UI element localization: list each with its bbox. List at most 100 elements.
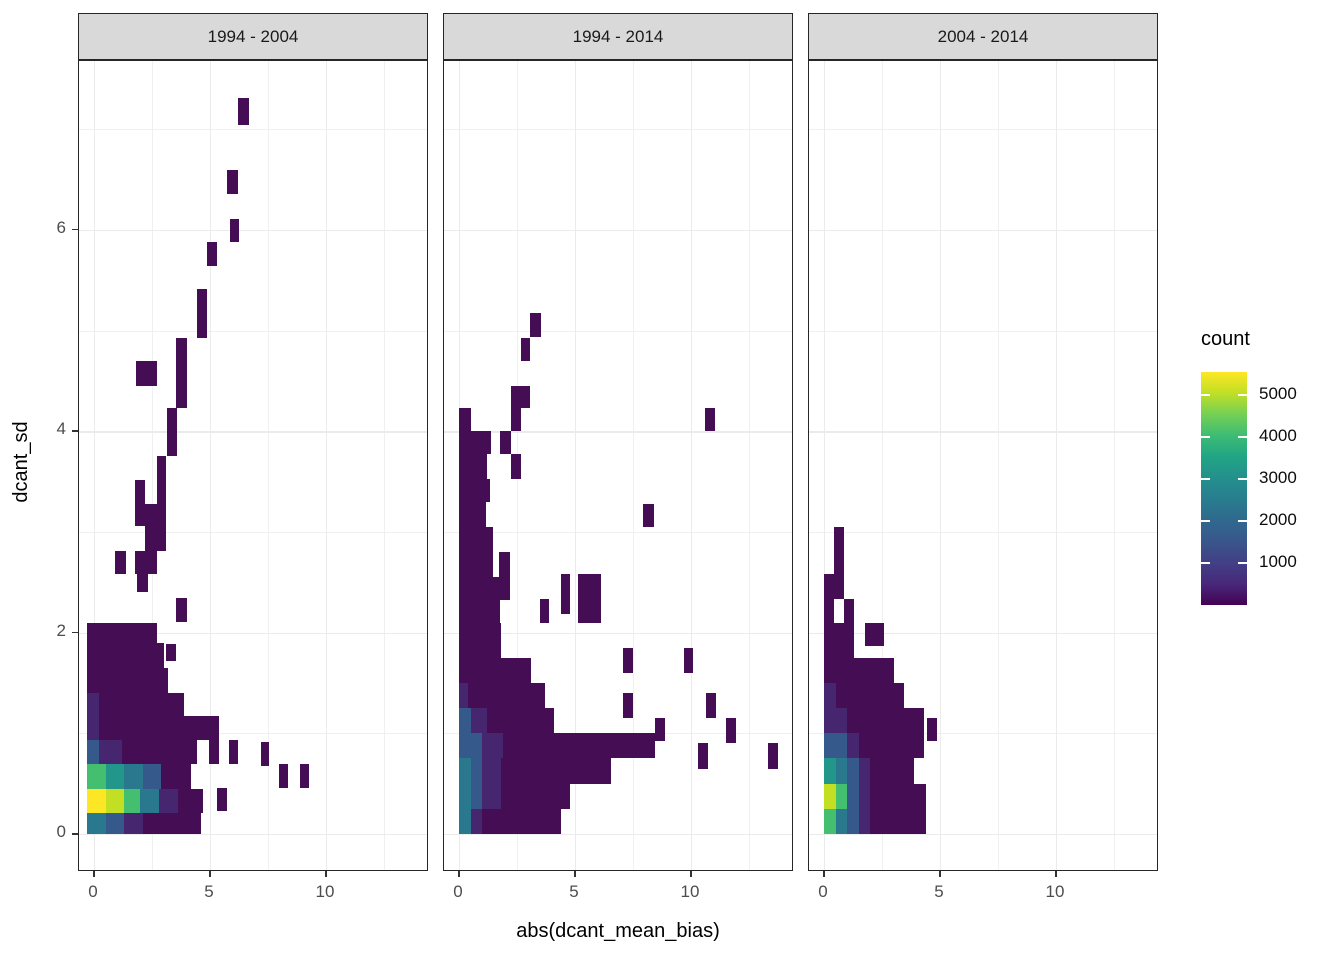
heatmap-tile — [642, 503, 654, 527]
heatmap-tile — [486, 708, 555, 734]
x-tick-label: 10 — [1045, 882, 1065, 901]
x-axis-tick — [690, 871, 692, 877]
heatmap-tile — [135, 503, 166, 526]
heatmap-tile — [124, 763, 143, 789]
heatmap-tile — [167, 408, 178, 457]
heatmap-tile — [105, 812, 125, 834]
heatmap-tile — [208, 740, 220, 764]
heatmap-tile — [510, 408, 521, 432]
heatmap-tile — [561, 574, 571, 615]
heatmap-tile — [459, 657, 531, 683]
y-gridline-minor — [79, 733, 427, 735]
heatmap-tile — [142, 812, 201, 834]
heatmap-tile — [577, 574, 601, 623]
heatmap-tile — [835, 783, 848, 809]
heatmap-tile — [500, 431, 511, 455]
y-axis-tick — [72, 430, 78, 432]
heatmap-tile — [725, 718, 737, 744]
y-gridline-minor — [809, 129, 1157, 131]
heatmap-tile — [105, 788, 124, 813]
heatmap-tile — [459, 431, 491, 455]
heatmap-tile — [161, 763, 192, 789]
heatmap-tile — [136, 569, 149, 593]
legend-tick-label: 2000 — [1259, 510, 1297, 530]
x-axis-title: abs(dcant_mean_bias) — [516, 920, 720, 942]
heatmap-tile — [824, 808, 836, 834]
heatmap-tile — [87, 642, 164, 668]
heatmap-tile — [824, 783, 836, 809]
heatmap-tile — [858, 733, 924, 759]
x-tick-label: 10 — [315, 882, 335, 901]
legend-title: count — [1201, 328, 1250, 350]
heatmap-tile — [175, 598, 187, 622]
heatmap-tile — [520, 337, 530, 361]
x-gridline-minor — [384, 61, 385, 870]
heatmap-tile — [833, 526, 844, 575]
y-gridline-minor — [809, 330, 1157, 332]
legend-tick-mark — [1238, 394, 1247, 397]
heatmap-tile — [459, 758, 471, 784]
heatmap-tile — [835, 758, 848, 784]
heatmap-tile — [197, 289, 207, 338]
x-axis-tick — [939, 871, 941, 877]
y-gridline-major — [809, 431, 1157, 433]
heatmap-tile — [655, 718, 666, 742]
y-gridline-minor — [79, 129, 427, 131]
heatmap-tile — [299, 763, 310, 788]
x-axis-tick — [823, 871, 825, 877]
heatmap-tile — [706, 693, 716, 719]
heatmap-tile — [858, 783, 871, 809]
heatmap-tile — [140, 788, 159, 813]
x-axis-tick — [325, 871, 327, 877]
panel-2004-2014 — [808, 60, 1158, 871]
heatmap-tile — [121, 740, 198, 764]
heatmap-tile — [237, 97, 250, 126]
heatmap-tile — [767, 743, 778, 769]
x-gridline-major — [691, 61, 693, 870]
heatmap-tile — [847, 733, 859, 759]
y-gridline-minor — [79, 330, 427, 332]
heatmap-tile — [470, 783, 483, 809]
heatmap-tile — [87, 667, 169, 694]
heatmap-tile — [482, 783, 501, 809]
heatmap-tile — [459, 682, 469, 709]
heatmap-tile — [216, 787, 228, 811]
heatmap-tile — [482, 733, 504, 759]
x-gridline-major — [575, 61, 577, 870]
heatmap-tile — [683, 647, 694, 673]
heatmap-tile — [847, 708, 924, 734]
heatmap-tile — [824, 682, 836, 709]
x-gridline-minor — [749, 61, 750, 870]
x-axis-tick — [209, 871, 211, 877]
heatmap-tile — [459, 783, 471, 809]
heatmap-tile — [623, 647, 633, 673]
y-gridline-major — [809, 632, 1157, 634]
heatmap-tile — [459, 454, 487, 479]
y-gridline-minor — [444, 531, 792, 533]
heatmap-tile — [459, 622, 501, 658]
y-gridline-major — [809, 834, 1157, 836]
heatmap-tile — [499, 552, 511, 578]
legend-tick-mark — [1201, 436, 1210, 439]
y-axis-title: dcant_sd — [10, 421, 32, 503]
legend-tick-label: 5000 — [1259, 384, 1297, 404]
heatmap-tile — [824, 758, 836, 784]
y-gridline-minor — [444, 129, 792, 131]
heatmap-tile — [835, 733, 848, 759]
x-gridline-major — [210, 61, 212, 870]
heatmap-tile — [145, 525, 166, 552]
heatmap-tile — [459, 501, 486, 527]
x-tick-label: 0 — [818, 882, 828, 901]
legend-tick-label: 1000 — [1259, 552, 1297, 572]
heatmap-tile — [824, 574, 844, 600]
heatmap-tile — [135, 360, 157, 386]
y-gridline-major — [444, 632, 792, 634]
heatmap-tile — [468, 682, 545, 709]
heatmap-tile — [87, 716, 99, 741]
heatmap-tile — [165, 643, 176, 661]
heatmap-tile — [529, 313, 541, 337]
heatmap-tile — [540, 599, 550, 623]
heatmap-tile — [510, 454, 521, 479]
y-axis-tick — [72, 631, 78, 634]
